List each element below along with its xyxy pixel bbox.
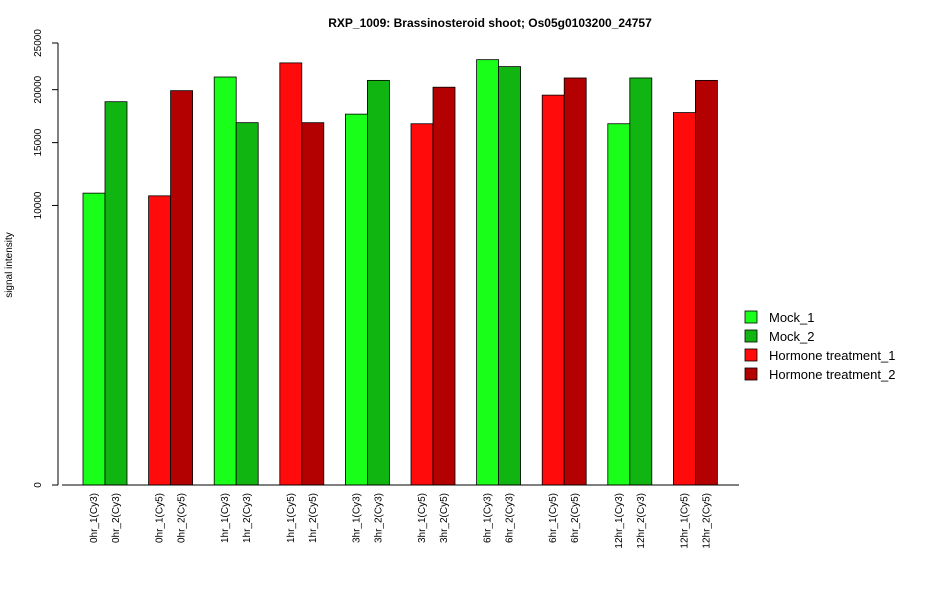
x-tick-label: 3hr_1(Cy5)	[417, 493, 428, 543]
bar	[82, 192, 106, 486]
y-tick-label: 15000	[33, 128, 44, 156]
x-tick-label: 6hr_2(Cy3)	[505, 493, 516, 543]
x-tick-label: 12hr_2(Cy3)	[636, 493, 647, 549]
bar	[170, 90, 194, 486]
legend-swatch	[744, 329, 758, 343]
bar	[541, 94, 565, 486]
x-tick-label: 3hr_2(Cy5)	[439, 493, 450, 543]
bar	[279, 62, 303, 486]
legend-item: Hormone treatment_1	[744, 348, 895, 363]
legend-label: Hormone treatment_2	[769, 367, 895, 382]
bar	[213, 76, 237, 486]
bar	[148, 195, 172, 486]
x-tick-label: 6hr_1(Cy3)	[483, 493, 494, 543]
x-tick-label: 1hr_2(Cy3)	[242, 493, 253, 543]
bar	[629, 77, 653, 486]
legend-swatch	[744, 348, 758, 362]
x-axis: 0hr_1(Cy3) 0hr_2(Cy3) 0hr_1(Cy5) 0hr_2(Cy5)…	[62, 484, 739, 549]
y-axis: 0 10000 15000 20000 25000	[33, 29, 59, 488]
x-tick-label: 3hr_2(Cy3)	[373, 493, 384, 543]
bar	[607, 123, 631, 486]
x-tick-label: 0hr_2(Cy3)	[111, 493, 122, 543]
bar	[366, 79, 390, 486]
legend-item: Hormone treatment_2	[744, 367, 895, 382]
bar	[104, 101, 128, 486]
legend-label: Mock_1	[769, 310, 815, 325]
legend: Mock_1 Mock_2 Hormone treatment_1 Hormone t…	[744, 310, 895, 382]
bar	[563, 77, 587, 486]
legend-swatch	[744, 310, 758, 324]
legend-item: Mock_2	[744, 329, 815, 344]
x-tick-label: 1hr_2(Cy5)	[308, 493, 319, 543]
x-tick-label: 6hr_2(Cy5)	[570, 493, 581, 543]
y-axis-label: signal intensity	[4, 232, 15, 298]
legend-label: Hormone treatment_1	[769, 348, 895, 363]
legend-label: Mock_2	[769, 329, 815, 344]
x-tick-label: 1hr_1(Cy5)	[286, 493, 297, 543]
legend-item: Mock_1	[744, 310, 815, 325]
bar	[344, 113, 368, 486]
x-tick-label: 3hr_1(Cy3)	[351, 493, 362, 543]
y-tick-label: 25000	[33, 29, 44, 57]
bar	[410, 123, 434, 486]
y-tick-label: 0	[33, 482, 44, 488]
chart-title: RXP_1009: Brassinosteroid shoot; Os05g01…	[328, 16, 652, 30]
y-tick-label: 20000	[33, 75, 44, 103]
x-tick-label: 1hr_1(Cy3)	[220, 493, 231, 543]
x-tick-label: 12hr_2(Cy5)	[701, 493, 712, 549]
x-tick-label: 12hr_1(Cy5)	[679, 493, 690, 549]
x-tick-label: 0hr_1(Cy5)	[155, 493, 166, 543]
legend-swatch	[744, 367, 758, 381]
x-tick-label: 6hr_1(Cy5)	[548, 493, 559, 543]
x-tick-label: 12hr_1(Cy3)	[614, 493, 625, 549]
bar	[301, 122, 325, 486]
bar	[695, 79, 718, 486]
bar	[235, 122, 259, 486]
x-tick-label: 0hr_1(Cy3)	[89, 493, 100, 543]
bar	[673, 112, 696, 486]
bar	[476, 59, 500, 486]
bar	[498, 66, 522, 486]
x-tick-label: 0hr_2(Cy5)	[177, 493, 188, 543]
bars	[82, 59, 718, 486]
y-tick-label: 10000	[33, 191, 44, 219]
bar	[432, 86, 456, 486]
